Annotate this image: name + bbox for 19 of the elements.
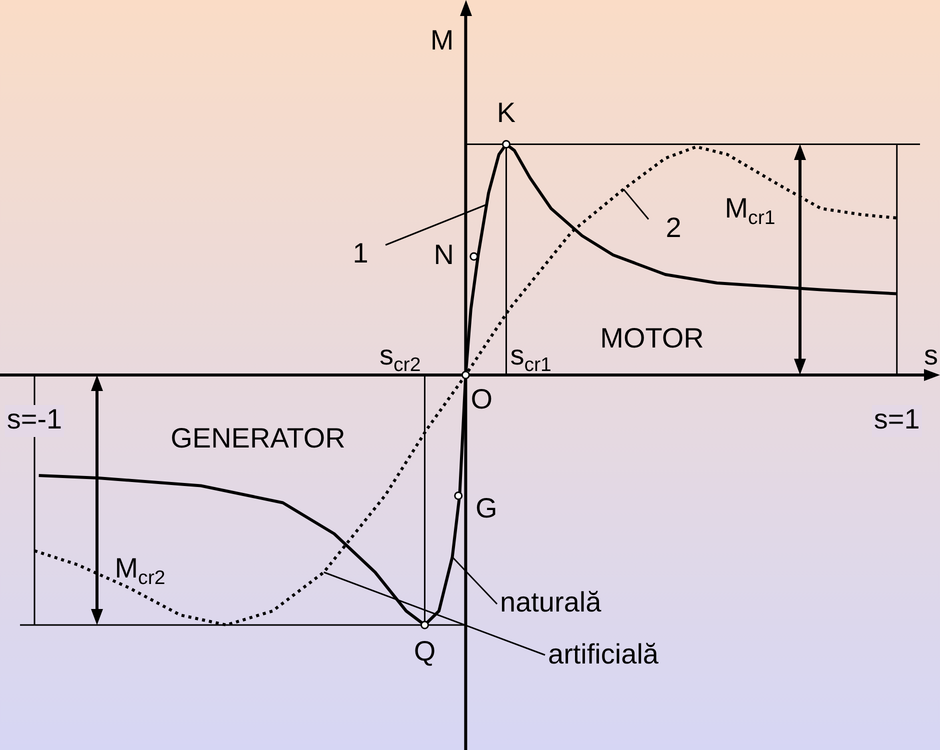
y-axis-title: M [430,24,454,56]
annotation: Q [414,636,436,667]
series-label: naturală [500,586,602,618]
annotation: 2 [666,212,682,243]
annotation: O [470,384,493,415]
x-axis-title: s [924,340,938,371]
x-tick-label: s=-1 [6,404,62,435]
point [502,140,510,148]
annotation: GENERATOR [170,422,346,454]
annotation: N [434,239,454,270]
annotation: 1 [352,238,368,269]
point [454,492,463,500]
point [420,620,429,630]
annotation: K [496,96,516,128]
point [461,370,470,380]
x-tick-label: s=1 [874,404,920,435]
text: artificială [548,638,659,670]
annotation: MOTOR [600,322,704,354]
annotation: G [475,492,498,524]
